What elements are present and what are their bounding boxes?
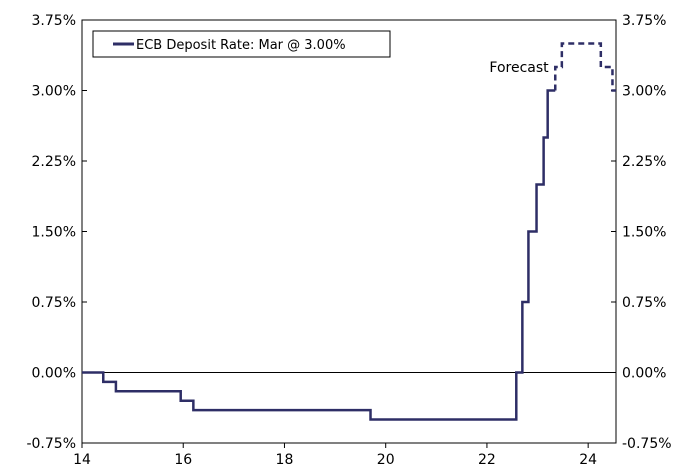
legend-box [92,30,391,58]
x-tick-label: 18 [276,452,294,468]
y-tick-label-left: 0.00% [32,366,76,382]
y-tick-label-right: -0.75% [622,436,672,452]
right-y-axis: -0.75% 0.00% 0.75% 1.50% 2.25% 3.00% 3.75% [611,13,672,452]
y-tick-label-right: 0.00% [622,366,666,382]
deposit-rate-line [82,89,556,421]
y-tick-label-left: -0.75% [26,436,76,452]
x-tick-label: 20 [377,452,395,468]
x-tick-label: 16 [174,452,192,468]
series-layer [82,42,616,421]
y-tick-label-right: 3.00% [622,84,666,100]
forecast-annotation: Forecast [489,60,549,76]
y-tick-label-right: 0.75% [622,295,666,311]
x-axis: 14 16 18 20 22 24 [73,443,597,468]
x-tick-label: 22 [478,452,496,468]
y-tick-label-right: 2.25% [622,154,666,170]
left-y-axis: -0.75% 0.00% 0.75% 1.50% 2.25% 3.00% 3.75% [26,13,87,452]
y-tick-label-left: 2.25% [32,154,76,170]
legend-label: ECB Deposit Rate: Mar @ 3.00% [136,38,346,53]
y-tick-label-right: 3.75% [622,13,666,29]
y-tick-label-left: 1.50% [32,225,76,241]
y-tick-label-left: 3.75% [32,13,76,29]
x-tick-label: 14 [73,452,91,468]
x-tick-label: 24 [579,452,597,468]
y-tick-label-right: 1.50% [622,225,666,241]
forecast-line [554,42,616,92]
y-tick-label-left: 0.75% [32,295,76,311]
y-tick-label-left: 3.00% [32,84,76,100]
legend: ECB Deposit Rate: Mar @ 3.00% [92,30,391,58]
